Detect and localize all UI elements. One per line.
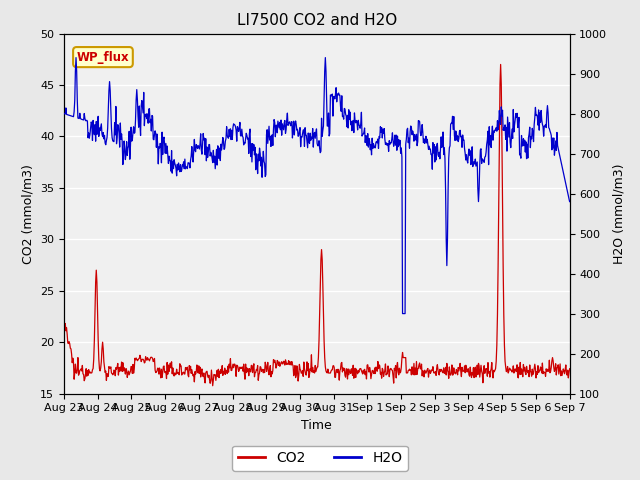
Legend: CO2, H2O: CO2, H2O bbox=[232, 445, 408, 471]
Y-axis label: CO2 (mmol/m3): CO2 (mmol/m3) bbox=[22, 164, 35, 264]
X-axis label: Time: Time bbox=[301, 419, 332, 432]
Title: LI7500 CO2 and H2O: LI7500 CO2 and H2O bbox=[237, 13, 397, 28]
Text: WP_flux: WP_flux bbox=[77, 50, 129, 63]
Y-axis label: H2O (mmol/m3): H2O (mmol/m3) bbox=[613, 163, 626, 264]
